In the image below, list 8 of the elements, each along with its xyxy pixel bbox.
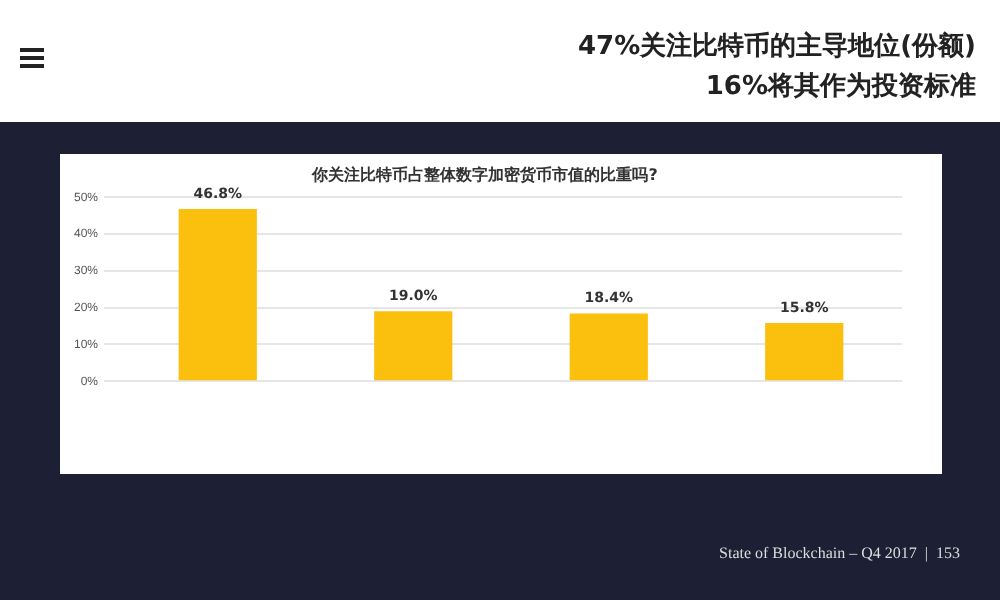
text: 16%将其作为投资标准: [705, 70, 976, 104]
bar: [374, 311, 453, 381]
text: State of Blockchain – Q4 2017 | 153: [719, 544, 960, 562]
bar: [569, 313, 648, 381]
text: 47%关注比特币的主导地位(份额): [578, 29, 976, 64]
chart-title: 你关注比特币占整体数字加密货币市值的比重吗?: [310, 163, 659, 184]
bar: [178, 208, 257, 381]
bar: [765, 323, 844, 381]
